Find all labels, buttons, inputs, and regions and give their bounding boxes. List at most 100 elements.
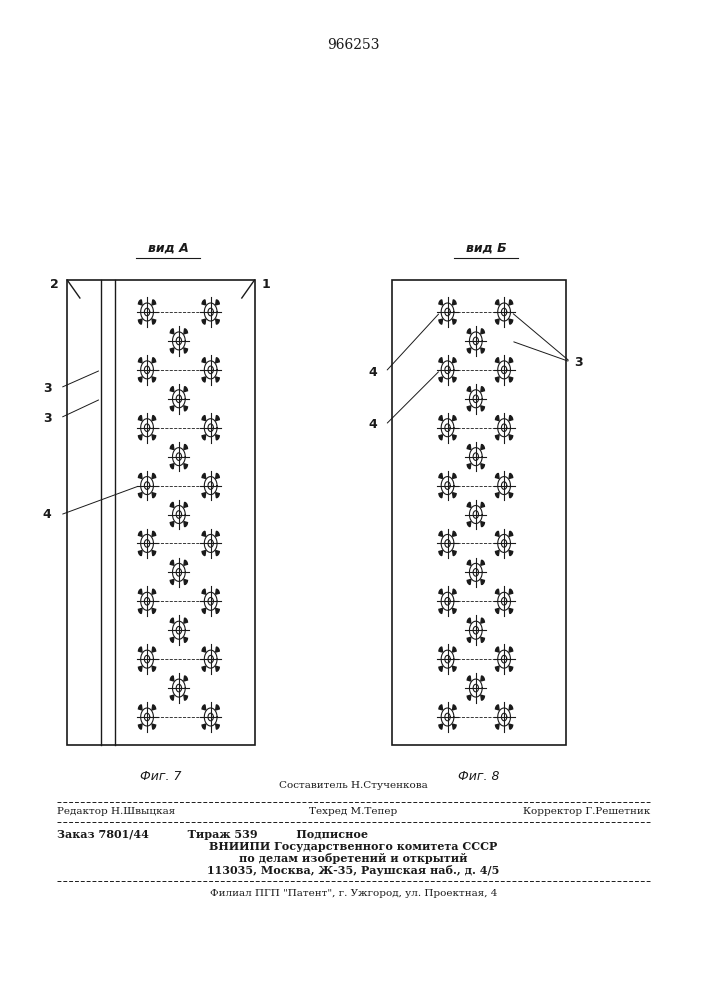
Polygon shape [481, 464, 484, 469]
Text: Фиг. 8: Фиг. 8 [458, 770, 500, 783]
Polygon shape [152, 608, 156, 613]
Polygon shape [467, 387, 471, 392]
Polygon shape [152, 358, 156, 363]
Polygon shape [452, 724, 456, 729]
Polygon shape [216, 724, 219, 729]
Polygon shape [509, 377, 513, 382]
Polygon shape [184, 637, 187, 642]
Polygon shape [139, 473, 142, 479]
Polygon shape [481, 348, 484, 353]
Polygon shape [184, 618, 187, 623]
Polygon shape [139, 705, 142, 710]
Polygon shape [452, 319, 456, 324]
Polygon shape [184, 676, 187, 681]
Polygon shape [202, 358, 206, 363]
Polygon shape [481, 579, 484, 585]
Polygon shape [496, 319, 499, 324]
Polygon shape [496, 647, 499, 652]
Polygon shape [216, 666, 219, 671]
Polygon shape [139, 589, 142, 594]
Polygon shape [481, 522, 484, 527]
Polygon shape [439, 473, 443, 479]
Polygon shape [496, 473, 499, 479]
Polygon shape [202, 435, 206, 440]
Polygon shape [184, 387, 187, 392]
Polygon shape [509, 473, 513, 479]
Polygon shape [170, 695, 174, 700]
Polygon shape [152, 705, 156, 710]
Polygon shape [467, 406, 471, 411]
Polygon shape [202, 705, 206, 710]
Polygon shape [452, 589, 456, 594]
Polygon shape [202, 416, 206, 421]
Polygon shape [467, 560, 471, 565]
Polygon shape [496, 666, 499, 671]
Polygon shape [139, 550, 142, 556]
Polygon shape [452, 531, 456, 536]
Polygon shape [496, 550, 499, 556]
Polygon shape [152, 416, 156, 421]
Polygon shape [170, 560, 174, 565]
Polygon shape [170, 444, 174, 450]
Polygon shape [170, 387, 174, 392]
Polygon shape [170, 348, 174, 353]
Polygon shape [467, 464, 471, 469]
Polygon shape [152, 531, 156, 536]
Text: Фиг. 7: Фиг. 7 [140, 770, 182, 783]
Polygon shape [184, 444, 187, 450]
Polygon shape [496, 531, 499, 536]
Polygon shape [216, 493, 219, 498]
Polygon shape [481, 637, 484, 642]
Polygon shape [467, 522, 471, 527]
Polygon shape [139, 493, 142, 498]
Polygon shape [467, 348, 471, 353]
Polygon shape [509, 416, 513, 421]
Polygon shape [467, 579, 471, 585]
Polygon shape [452, 493, 456, 498]
Polygon shape [439, 358, 443, 363]
Text: вид Б: вид Б [466, 242, 506, 255]
Polygon shape [184, 560, 187, 565]
Bar [67, 280, 255, 745]
Polygon shape [452, 550, 456, 556]
Polygon shape [216, 647, 219, 652]
Polygon shape [467, 444, 471, 450]
Polygon shape [202, 300, 206, 305]
Polygon shape [184, 348, 187, 353]
Polygon shape [170, 329, 174, 334]
Text: Редактор Н.Швыцкая: Редактор Н.Швыцкая [57, 808, 175, 816]
Polygon shape [509, 531, 513, 536]
Text: 966253: 966253 [327, 38, 380, 52]
Text: 4: 4 [368, 365, 377, 378]
Polygon shape [496, 589, 499, 594]
Polygon shape [139, 531, 142, 536]
Polygon shape [439, 319, 443, 324]
Polygon shape [452, 666, 456, 671]
Polygon shape [170, 579, 174, 585]
Polygon shape [170, 502, 174, 507]
Polygon shape [152, 589, 156, 594]
Polygon shape [139, 319, 142, 324]
Polygon shape [216, 435, 219, 440]
Polygon shape [467, 637, 471, 642]
Polygon shape [216, 705, 219, 710]
Polygon shape [139, 377, 142, 382]
Polygon shape [170, 618, 174, 623]
Polygon shape [152, 300, 156, 305]
Polygon shape [481, 387, 484, 392]
Polygon shape [439, 705, 443, 710]
Polygon shape [170, 676, 174, 681]
Polygon shape [139, 300, 142, 305]
Polygon shape [509, 724, 513, 729]
Text: 113035, Москва, Ж-35, Раушская наб., д. 4/5: 113035, Москва, Ж-35, Раушская наб., д. … [207, 864, 500, 876]
Polygon shape [202, 647, 206, 652]
Text: Заказ 7801/44          Тираж 539          Подписное: Заказ 7801/44 Тираж 539 Подписное [57, 830, 368, 840]
Polygon shape [216, 416, 219, 421]
Polygon shape [439, 416, 443, 421]
Polygon shape [496, 705, 499, 710]
Text: 3: 3 [43, 381, 52, 394]
Polygon shape [184, 695, 187, 700]
Polygon shape [452, 416, 456, 421]
Polygon shape [152, 435, 156, 440]
Polygon shape [439, 377, 443, 382]
